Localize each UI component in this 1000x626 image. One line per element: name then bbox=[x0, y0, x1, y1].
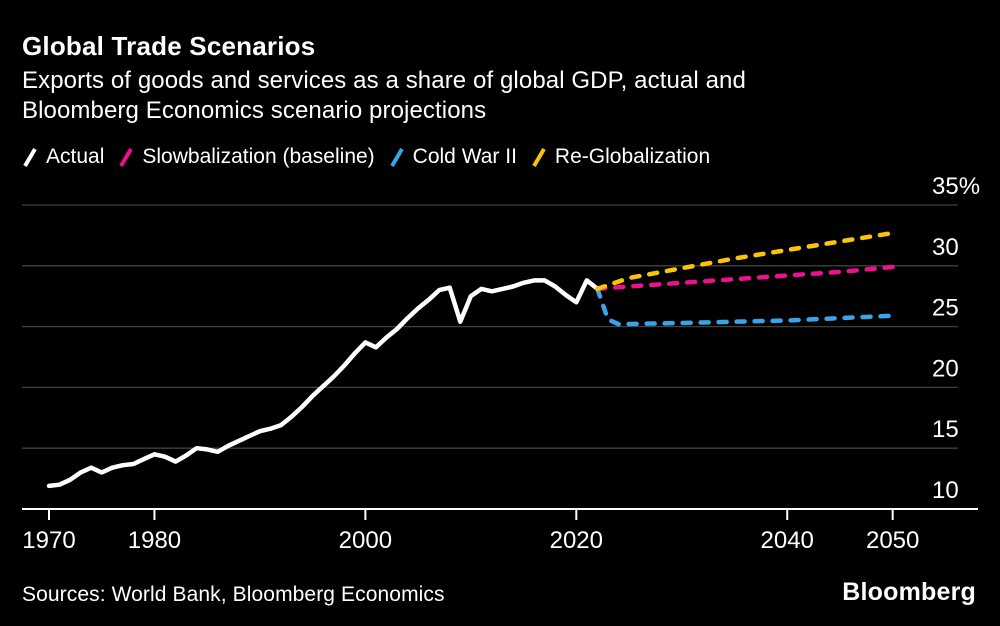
y-tick-label-35: 35% bbox=[932, 173, 980, 200]
legend-slash-icon bbox=[119, 147, 134, 167]
legend-item-slowbalization-baseline: Slowbalization (baseline) bbox=[118, 145, 375, 169]
y-tick-label-15: 15 bbox=[932, 416, 959, 443]
subtitle-line-1: Exports of goods and services as a share… bbox=[22, 67, 746, 94]
x-tick-label-2050: 2050 bbox=[866, 527, 919, 554]
legend-label: Actual bbox=[46, 145, 105, 168]
y-tick-label-25: 25 bbox=[932, 295, 959, 322]
legend-slash-icon bbox=[532, 147, 546, 167]
x-tick-label-2000: 2000 bbox=[339, 527, 392, 554]
x-tick-label-2040: 2040 bbox=[761, 527, 814, 554]
legend-label: Re-Globalization bbox=[554, 145, 711, 168]
x-tick-label-1980: 1980 bbox=[128, 527, 181, 554]
sources-note: Sources: World Bank, Bloomberg Economics bbox=[22, 583, 445, 606]
x-tick-label-1970: 1970 bbox=[22, 527, 75, 554]
series-line-slowbalization-baseline bbox=[595, 264, 895, 292]
bloomberg-logo: Bloomberg bbox=[842, 578, 976, 606]
series-line-actual bbox=[46, 278, 600, 489]
chart-title: Global Trade Scenarios bbox=[22, 31, 316, 61]
x-tick-label-2020: 2020 bbox=[550, 527, 603, 554]
legend-item-cold-war-ii: Cold War II bbox=[389, 145, 517, 169]
legend-item-actual: Actual bbox=[22, 145, 104, 169]
legend-slash-icon bbox=[389, 147, 404, 167]
series-line-cold-war-ii bbox=[595, 286, 895, 327]
chart-legend: Actual Slowbalization (baseline) Cold War … bbox=[22, 145, 710, 169]
y-tick-label-20: 20 bbox=[932, 355, 959, 382]
chart-subtitle: Exports of goods and services as a share… bbox=[22, 66, 746, 126]
legend-label: Cold War II bbox=[412, 145, 517, 168]
legend-label: Slowbalization (baseline) bbox=[142, 145, 375, 168]
subtitle-line-2: Bloomberg Economics scenario projections bbox=[22, 97, 487, 124]
legend-slash-icon bbox=[23, 147, 37, 167]
y-tick-label-10: 10 bbox=[932, 477, 959, 504]
y-tick-label-30: 30 bbox=[932, 234, 959, 261]
legend-item-re-globalization: Re-Globalization bbox=[531, 145, 710, 169]
